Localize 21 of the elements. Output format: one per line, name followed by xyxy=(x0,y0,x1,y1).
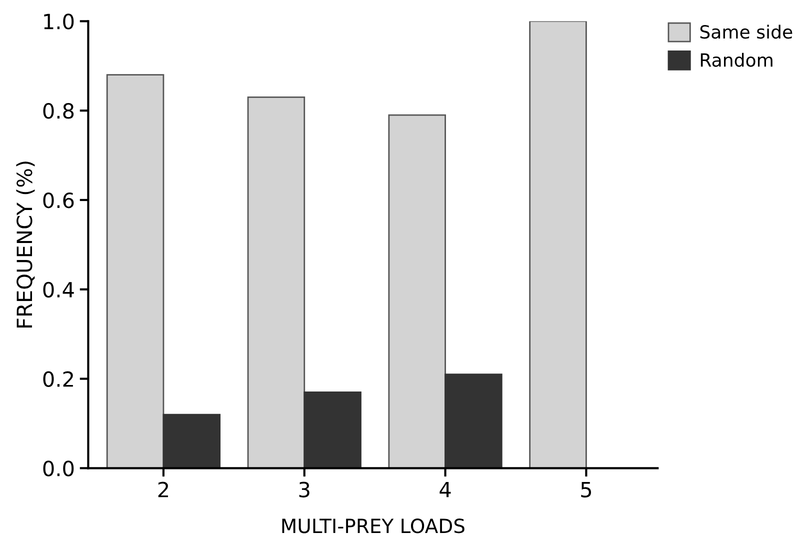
x-tick-label: 5 xyxy=(581,482,592,498)
x-tick-label: 4 xyxy=(440,482,451,498)
x-tick-label: 3 xyxy=(299,482,310,498)
legend-label: Same side xyxy=(700,24,792,39)
bar xyxy=(162,414,221,468)
y-tick-label: 0.8 xyxy=(43,103,74,119)
y-tick-label: 0.4 xyxy=(43,282,74,298)
y-tick-label: 0.6 xyxy=(43,192,74,208)
bar xyxy=(444,374,502,468)
x-axis-title: MULTI-PREY LOADS xyxy=(282,518,464,534)
bar xyxy=(529,21,587,468)
y-axis-title: FREQUENCY (%) xyxy=(16,162,35,328)
y-tick-label: 0.2 xyxy=(43,371,73,387)
bar xyxy=(304,391,362,468)
legend-label: Random xyxy=(700,52,772,67)
bar xyxy=(247,96,306,468)
y-tick-label: 0.0 xyxy=(43,460,74,476)
x-tick-label: 2 xyxy=(158,482,168,498)
bar xyxy=(388,114,446,468)
y-tick-label: 1.0 xyxy=(44,14,74,30)
bar xyxy=(106,74,164,468)
